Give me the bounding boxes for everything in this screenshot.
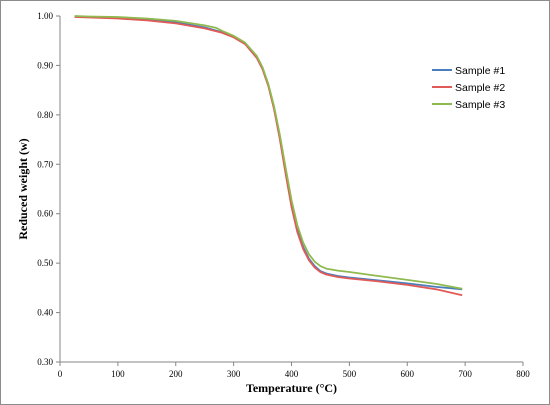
y-tick-label: 0.40 xyxy=(37,308,53,318)
legend: Sample #1 Sample #2 Sample #3 xyxy=(432,65,505,111)
axes: 0.30 0.40 0.50 0.60 0.70 0.80 0.90 1.00 0 100 200 3… xyxy=(37,11,530,379)
x-tick-label: 800 xyxy=(516,369,530,379)
y-tick-label: 0.80 xyxy=(37,110,53,120)
y-tick-label: 0.70 xyxy=(37,159,53,169)
x-tick-label: 100 xyxy=(111,369,125,379)
series-line-2 xyxy=(74,16,463,297)
legend-label-3: Sample #3 xyxy=(455,99,505,111)
y-tick-label: 1.00 xyxy=(37,11,53,21)
x-tick-label: 300 xyxy=(227,369,241,379)
x-axis-label: Temperature (°C) xyxy=(246,381,337,395)
y-tick-label: 0.90 xyxy=(37,60,53,70)
x-tick-label: 0 xyxy=(58,369,63,379)
x-tick-label: 600 xyxy=(401,369,415,379)
x-tick-label: 700 xyxy=(458,369,472,379)
y-tick-label: 0.50 xyxy=(37,258,53,268)
series-line-3 xyxy=(74,15,463,290)
y-axis-label: Reduced weight (w) xyxy=(16,138,30,239)
x-tick-label: 400 xyxy=(285,369,299,379)
x-tick-label: 200 xyxy=(169,369,183,379)
y-tick-label: 0.60 xyxy=(37,209,53,219)
x-tick-label: 500 xyxy=(343,369,357,379)
legend-label-2: Sample #2 xyxy=(455,82,505,94)
series-line-1 xyxy=(74,15,463,291)
series-group xyxy=(74,15,463,297)
legend-label-1: Sample #1 xyxy=(455,65,505,77)
y-tick-label: 0.30 xyxy=(37,357,53,367)
